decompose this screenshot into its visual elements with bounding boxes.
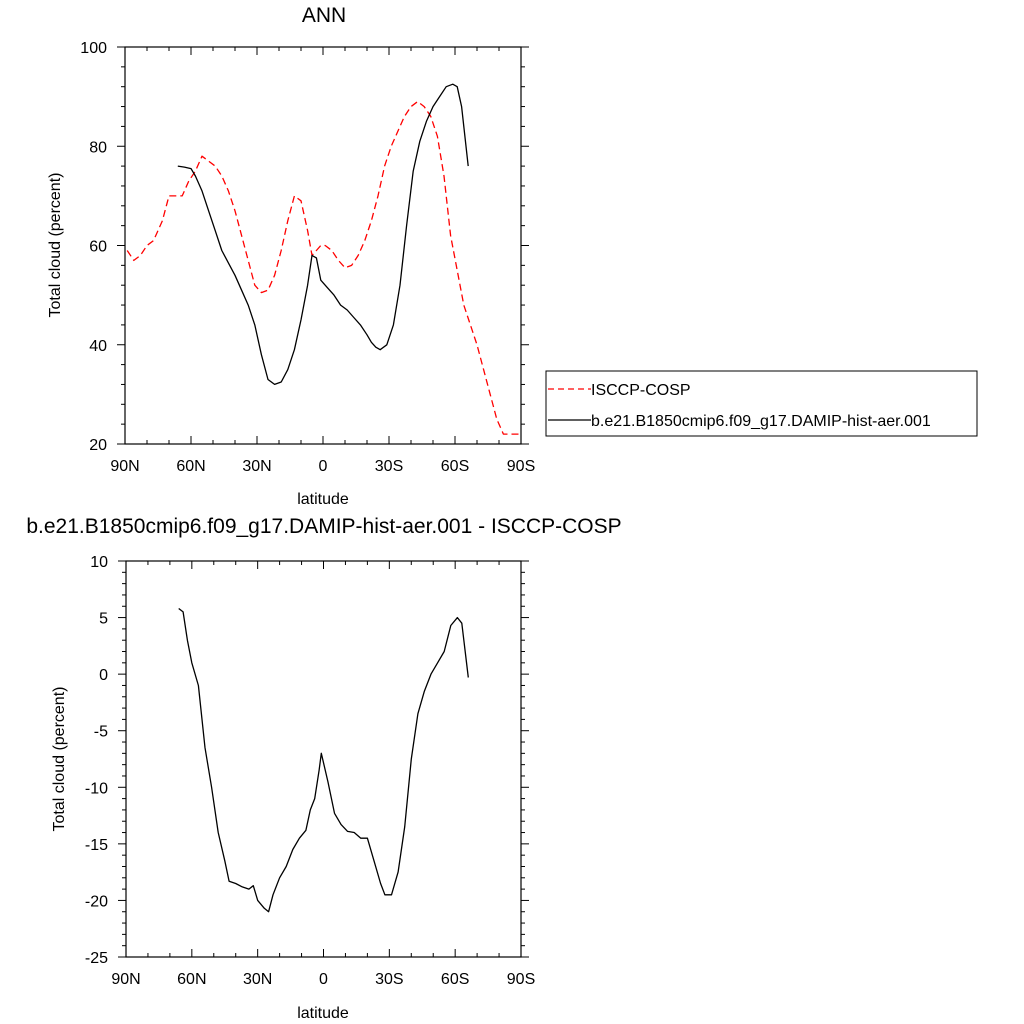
bottom-panel: b.e21.B1850cmip6.f09_g17.DAMIP-hist-aer.… — [26, 515, 621, 1022]
top-chart-title: ANN — [302, 4, 346, 27]
bottom-y-tick-label: -5 — [94, 724, 108, 741]
top-x-tick-label: 0 — [319, 458, 328, 475]
bottom-y-tick-label: -20 — [85, 893, 108, 910]
bottom-x-tick-label: 30N — [243, 971, 272, 988]
top-panel: ANN 90N 60N 30N 0 30S 60S 90S 20 40 60 80 100 latit… — [47, 4, 978, 508]
bottom-x-tick-label: 60N — [177, 971, 206, 988]
top-y-tick-label: 100 — [80, 40, 107, 57]
top-x-axis-label: latitude — [297, 491, 349, 508]
bottom-y-axis-label: Total cloud (percent) — [51, 687, 68, 832]
top-x-tick-label: 60S — [441, 458, 469, 475]
bottom-x-tick-label: 0 — [319, 971, 328, 988]
bottom-x-tick-label: 60S — [441, 971, 469, 988]
legend: ISCCP-COSP b.e21.B1850cmip6.f09_g17.DAMI… — [545, 370, 978, 437]
top-x-tick-label: 30N — [242, 458, 271, 475]
bottom-chart-title: b.e21.B1850cmip6.f09_g17.DAMIP-hist-aer.… — [26, 515, 621, 538]
bottom-plot-frame — [125, 560, 522, 958]
top-y-tick-label: 60 — [89, 239, 107, 256]
bottom-x-tick-label: 90N — [111, 971, 140, 988]
top-y-tick-label: 20 — [89, 437, 107, 454]
top-y-axis-label: Total cloud (percent) — [47, 173, 64, 318]
bottom-x-tick-label: 90S — [507, 971, 535, 988]
legend-entry-isccp: ISCCP-COSP — [591, 382, 691, 399]
legend-entry-model: b.e21.B1850cmip6.f09_g17.DAMIP-hist-aer.… — [591, 413, 931, 430]
top-plot-frame — [124, 46, 522, 445]
bottom-x-axis-label: latitude — [297, 1005, 349, 1022]
top-y-tick-label: 40 — [89, 338, 107, 355]
bottom-x-tick-label: 30S — [375, 971, 403, 988]
bottom-y-tick-label: 0 — [99, 667, 108, 684]
top-x-tick-label: 90S — [507, 458, 535, 475]
bottom-y-tick-label: -15 — [85, 837, 108, 854]
bottom-y-tick-label: -25 — [85, 950, 108, 967]
bottom-y-tick-label: 5 — [99, 611, 108, 628]
bottom-difference-line — [178, 607, 469, 913]
bottom-y-tick-label: -10 — [85, 780, 108, 797]
bottom-y-tick-label: 10 — [90, 554, 108, 571]
top-isccp-cosp-line — [126, 100, 521, 435]
top-x-tick-label: 30S — [375, 458, 403, 475]
top-model-line — [177, 83, 469, 386]
legend-box — [545, 370, 978, 437]
top-x-tick-label: 60N — [176, 458, 205, 475]
top-y-tick-label: 80 — [89, 139, 107, 156]
top-x-tick-label: 90N — [110, 458, 139, 475]
